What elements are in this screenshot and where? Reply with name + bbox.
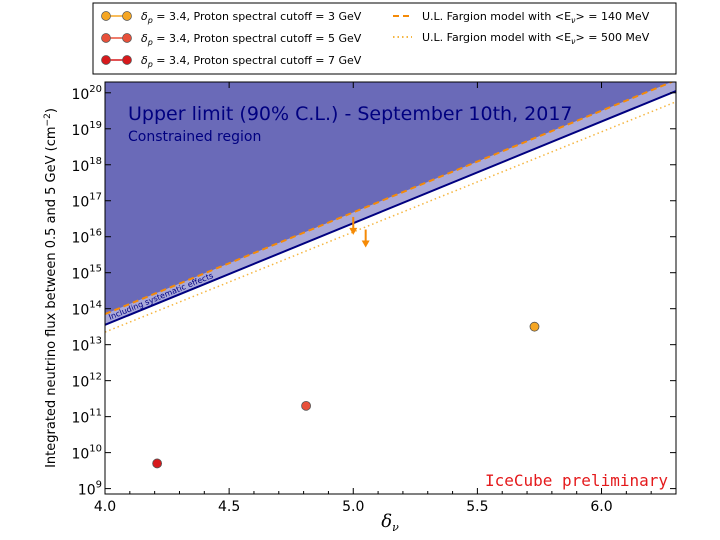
y-axis-label: Integrated neutrino flux between 0.5 and… xyxy=(43,108,59,468)
data-point-3 xyxy=(152,458,163,469)
y-tick-label: 1015 xyxy=(71,264,102,283)
legend-marker xyxy=(122,33,132,43)
y-tick-label: 1019 xyxy=(71,120,102,139)
y-tick-label: 1018 xyxy=(71,156,102,175)
data-point-2 xyxy=(301,400,311,411)
y-tick-label: 1013 xyxy=(71,336,102,355)
arrow-head xyxy=(361,240,370,248)
legend-label: δp = 3.4, Proton spectral cutoff = 3 GeV xyxy=(141,10,362,25)
y-tick-label: 1011 xyxy=(71,408,102,427)
x-axis: 4.0 4.5 5.0 5.5 6.0 xyxy=(94,82,677,515)
upper-limit-title: Upper limit (90% C.L.) - September 10th,… xyxy=(128,103,573,125)
legend-label: δp = 3.4, Proton spectral cutoff = 5 GeV xyxy=(141,32,362,47)
x-tick-label: 5.5 xyxy=(466,499,488,515)
x-tick-label: 4.5 xyxy=(218,499,240,515)
legend-label: U.L. Fargion model with <Eν> = 500 MeV xyxy=(422,31,650,46)
legend-label: δp = 3.4, Proton spectral cutoff = 7 GeV xyxy=(141,54,362,69)
legend-item-5: U.L. Fargion model with <Eν> = 500 MeV xyxy=(393,31,650,46)
y-tick-label: 1014 xyxy=(71,300,102,319)
plot-area xyxy=(105,82,676,469)
legend-marker xyxy=(122,55,132,65)
legend-marker xyxy=(101,55,111,65)
plot-frame xyxy=(104,81,677,495)
upper-limit-arrow-1 xyxy=(349,216,358,235)
legend-item-4: U.L. Fargion model with <Eν> = 140 MeV xyxy=(393,10,650,25)
x-tick-label: 6.0 xyxy=(590,499,612,515)
y-tick-label: 1012 xyxy=(71,372,102,391)
x-axis-label: δν xyxy=(381,511,399,534)
legend-marker xyxy=(101,11,111,21)
y-tick-label: 1016 xyxy=(71,228,102,247)
x-tick-label: 4.0 xyxy=(94,499,116,515)
legend: δp = 3.4, Proton spectral cutoff = 3 GeV… xyxy=(101,10,650,69)
constrained-region-label: Constrained region xyxy=(128,129,261,145)
upper-limit-line xyxy=(105,90,676,326)
fargion-line-2 xyxy=(105,101,676,333)
legend-item-2: δp = 3.4, Proton spectral cutoff = 5 GeV xyxy=(101,32,362,47)
legend-item-3: δp = 3.4, Proton spectral cutoff = 7 GeV xyxy=(101,54,362,69)
y-tick-label: 1010 xyxy=(71,444,102,463)
upper-limit-arrow-2 xyxy=(361,229,370,248)
legend-item-1: δp = 3.4, Proton spectral cutoff = 3 GeV xyxy=(101,10,362,25)
y-tick-label: 109 xyxy=(78,480,102,499)
x-tick-label: 5.0 xyxy=(342,499,364,515)
fargion-line-1 xyxy=(105,82,675,316)
legend-label: U.L. Fargion model with <Eν> = 140 MeV xyxy=(422,10,650,25)
legend-marker xyxy=(122,11,132,21)
y-tick-label: 1020 xyxy=(71,84,102,103)
data-point-1 xyxy=(529,321,540,332)
legend-marker xyxy=(101,33,111,43)
y-tick-label: 1017 xyxy=(71,192,102,211)
icecube-watermark: IceCube preliminary xyxy=(485,471,668,490)
legend-box xyxy=(92,2,677,75)
arrow-head xyxy=(349,227,358,235)
systematic-band xyxy=(105,82,676,325)
